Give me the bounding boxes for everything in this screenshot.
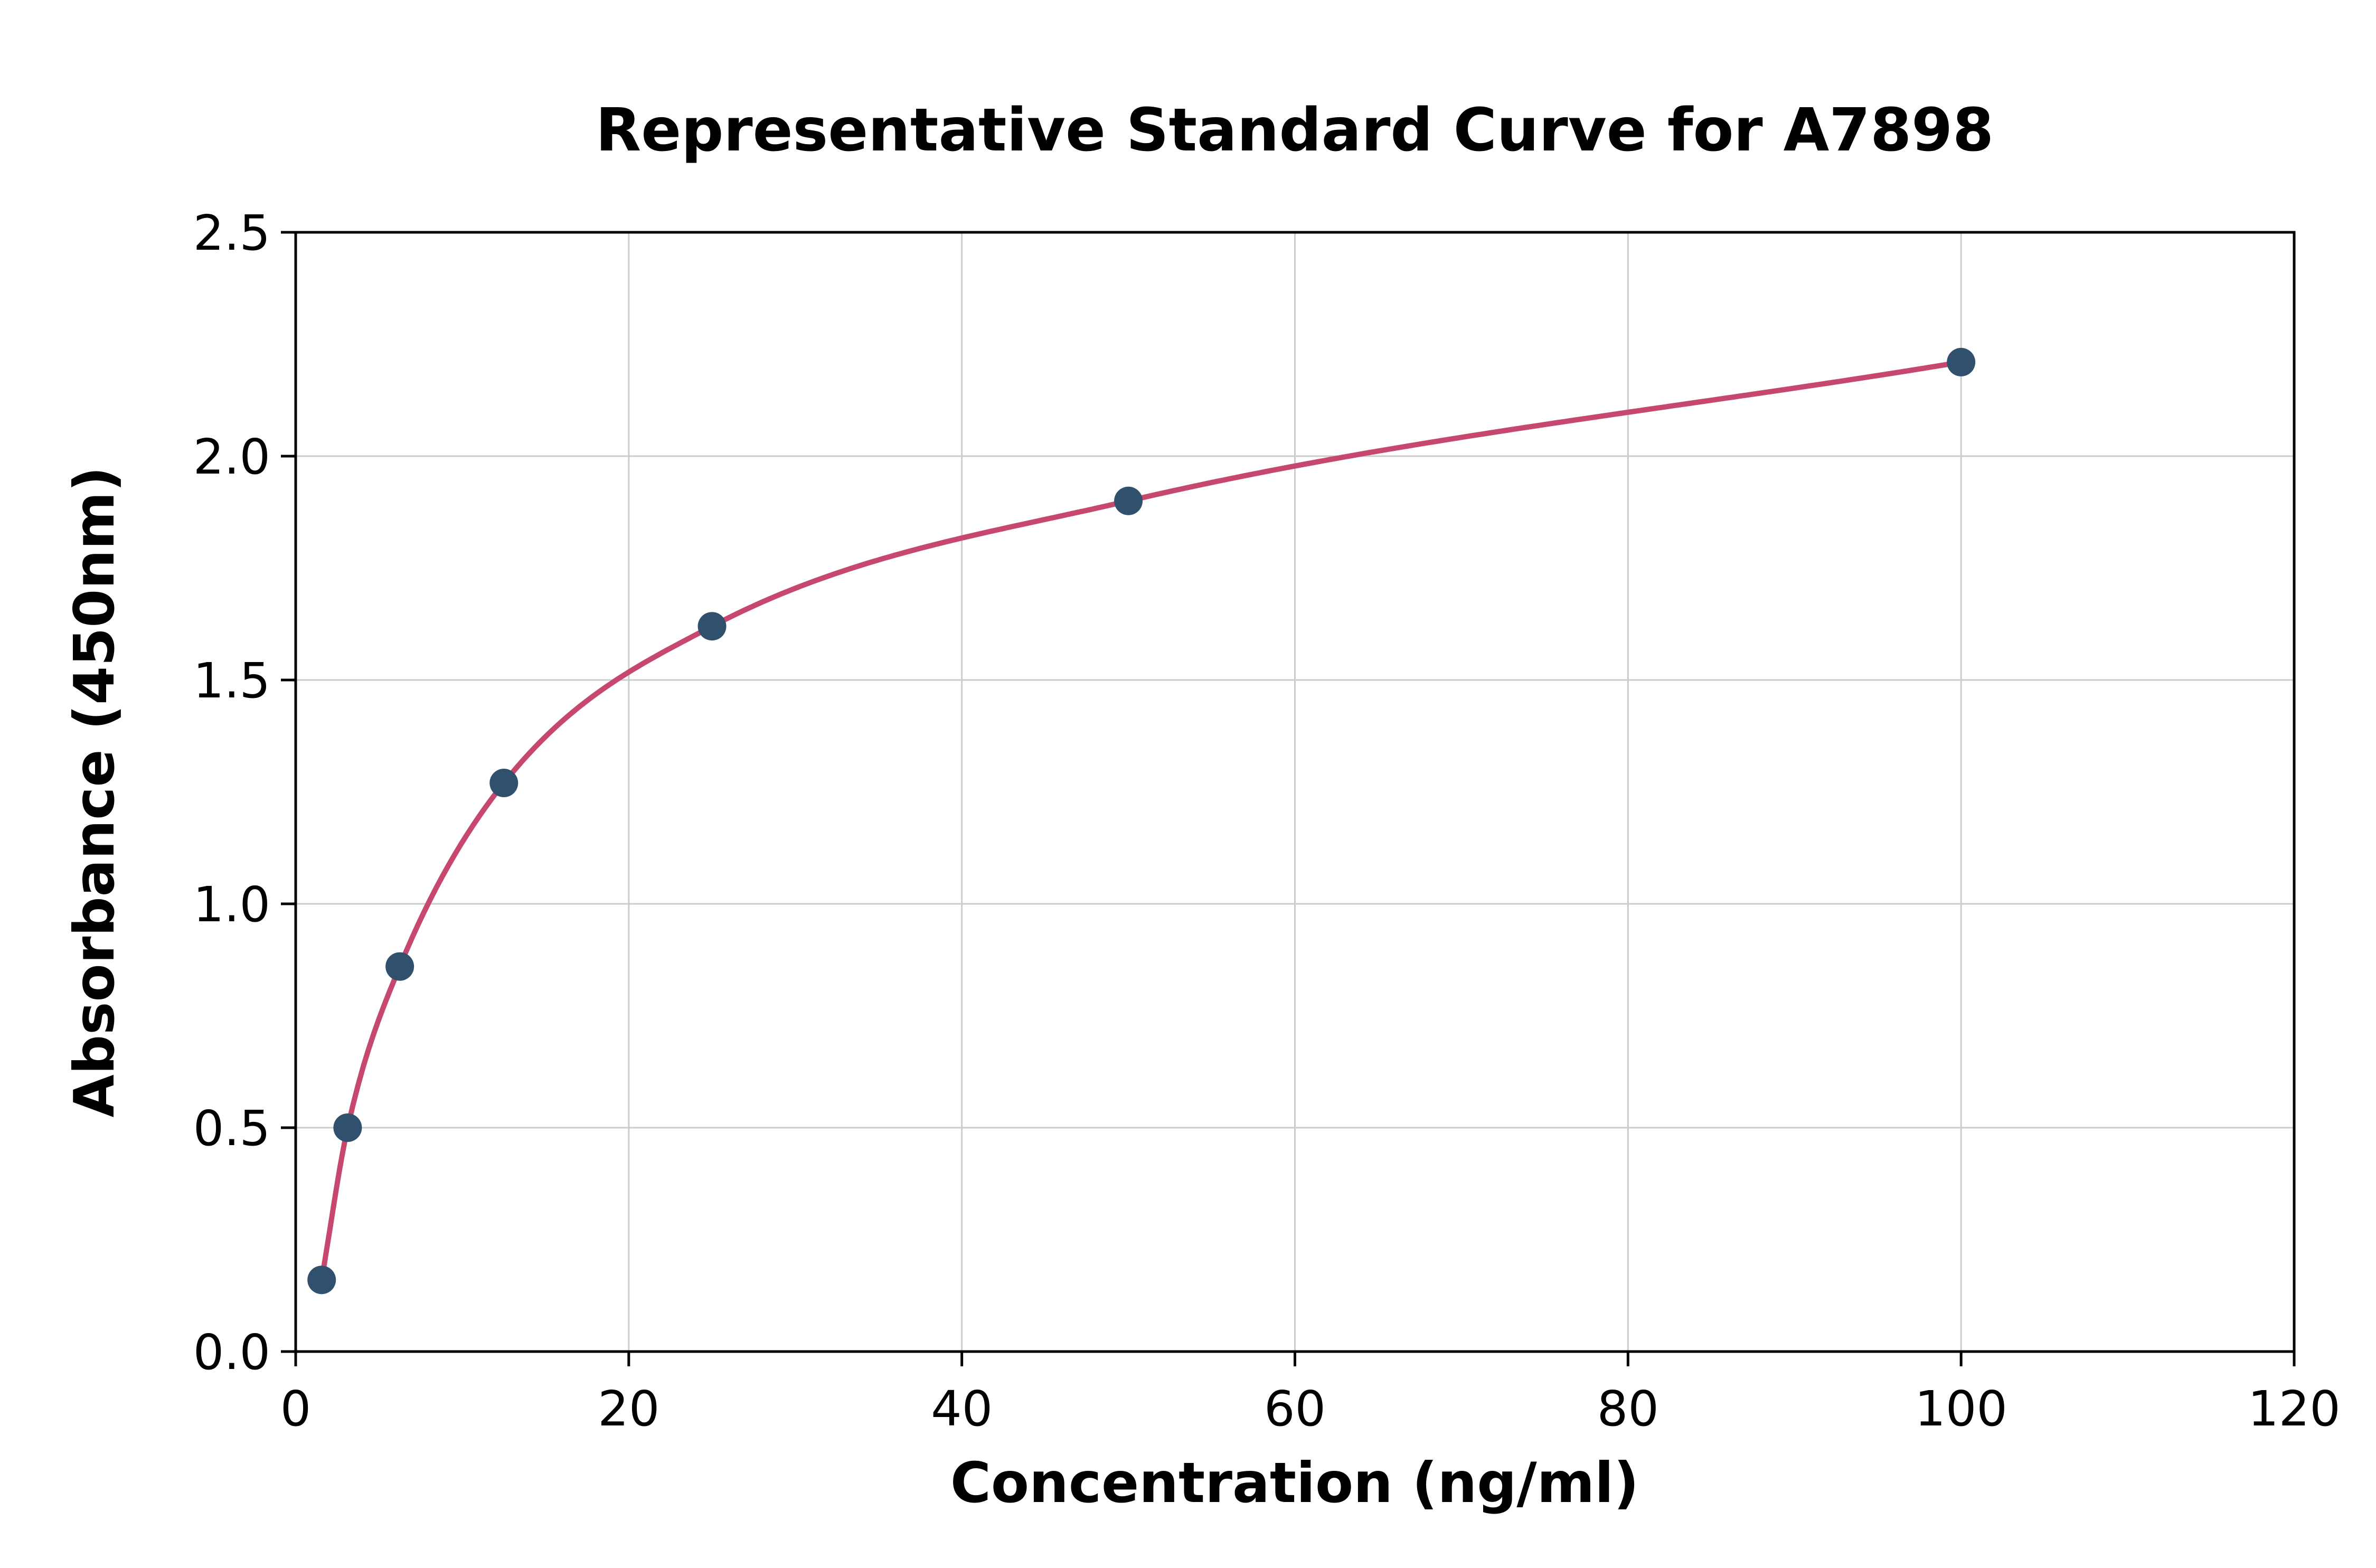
x-axis-label: Concentration (ng/ml): [950, 1451, 1639, 1515]
data-point: [1114, 486, 1143, 515]
data-point: [385, 952, 414, 981]
data-point: [333, 1113, 362, 1142]
data-point: [489, 769, 518, 798]
x-tick-label: 20: [598, 1381, 659, 1437]
plot-layer: [307, 347, 1976, 1295]
data-point: [1947, 347, 1976, 376]
x-tick-label: 40: [931, 1381, 993, 1437]
y-tick-label: 1.0: [193, 876, 270, 933]
x-tick-label: 80: [1597, 1381, 1659, 1437]
data-point: [307, 1265, 336, 1295]
grid-layer: [295, 231, 2295, 1353]
chart-title: Representative Standard Curve for A7898: [596, 96, 1994, 165]
y-tick-label: 2.5: [193, 205, 270, 261]
y-tick-label: 0.0: [193, 1324, 270, 1381]
axis-layer: 0 20 40 60 80 100 120 0.0 0.5 1.0 1.5 2.0 2.5: [193, 205, 2341, 1437]
x-tick-label: 60: [1264, 1381, 1326, 1437]
y-tick-label: 1.5: [193, 653, 270, 709]
y-axis-label: Absorbance (450nm): [62, 467, 127, 1118]
x-tick-label: 0: [280, 1381, 312, 1437]
x-tick-label: 100: [1915, 1381, 2007, 1437]
y-tick-label: 0.5: [193, 1100, 270, 1157]
y-tick-label: 2.0: [193, 429, 270, 485]
data-point: [697, 612, 727, 641]
x-tick-label: 120: [2248, 1381, 2341, 1437]
